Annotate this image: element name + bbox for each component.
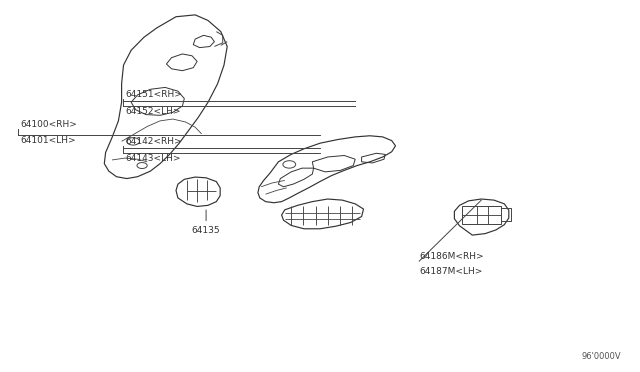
Text: 64152<LH>: 64152<LH> <box>125 107 181 116</box>
Text: 64100<RH>: 64100<RH> <box>20 121 77 129</box>
Text: 64142<RH>: 64142<RH> <box>125 137 182 146</box>
Text: 64101<LH>: 64101<LH> <box>20 136 76 145</box>
Text: 64151<RH>: 64151<RH> <box>125 90 182 99</box>
Text: 96'0000V: 96'0000V <box>581 352 621 361</box>
Text: 64187M<LH>: 64187M<LH> <box>419 267 483 276</box>
Text: 64135: 64135 <box>192 210 220 235</box>
Text: 64186M<RH>: 64186M<RH> <box>419 252 484 261</box>
Text: 64143<LH>: 64143<LH> <box>125 154 181 163</box>
